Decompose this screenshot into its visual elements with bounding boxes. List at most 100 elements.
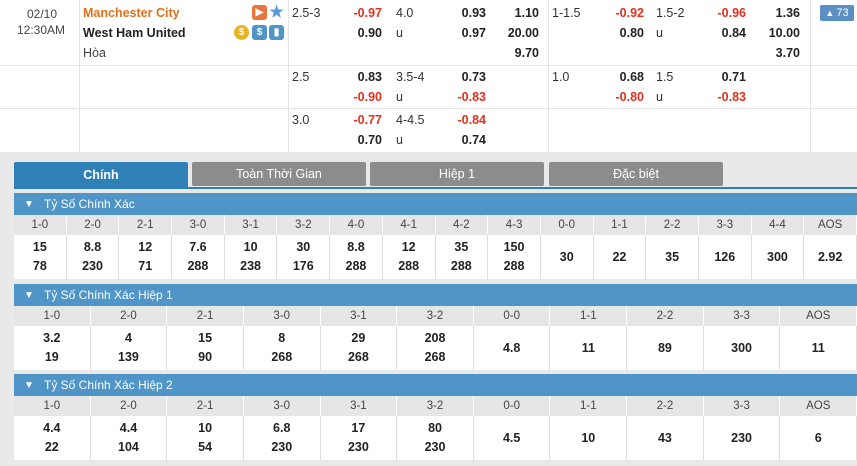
tab-first-half[interactable]: Hiệp 1 [370,162,544,186]
score-odds-cell[interactable]: 4.5 [474,416,551,460]
away-team[interactable]: West Ham United [83,26,186,40]
score-header-cell: 1-1 [594,215,647,235]
score-odds-cell[interactable]: 11 [550,326,628,370]
score-odds-cell[interactable]: 4.4 104 [91,416,168,460]
section-header[interactable]: ▼ Tỷ Số Chính Xác Hiệp 1 [14,284,857,306]
score-odds-bottom: 238 [240,259,262,273]
tab-main[interactable]: Chính [14,162,188,188]
score-odds-cell[interactable]: 10 54 [167,416,244,460]
score-odds-cell[interactable]: 10 [550,416,628,460]
score-odds-cell[interactable]: 80 230 [397,416,474,460]
score-odds-cell[interactable]: 4.8 [474,326,551,370]
score-odds-cell[interactable]: 150 288 [488,235,541,279]
score-odds-cell[interactable]: 7.6 288 [172,235,225,279]
ou-under-odds[interactable]: 0.74 [461,133,486,147]
score-odds-cell[interactable]: 11 [780,326,857,370]
score-odds-cell[interactable]: 208 268 [397,326,474,370]
tab-full-time[interactable]: Toàn Thời Gian [192,162,366,186]
score-odds-cell[interactable]: 10 238 [225,235,278,279]
h1-x12-away-odds[interactable]: 10.00 [768,26,800,40]
tv-icon[interactable]: ▶ [252,5,267,20]
ou-over-odds[interactable]: 0.93 [461,6,486,20]
ou-over-odds[interactable]: -0.84 [457,113,487,127]
score-odds-cell[interactable]: 4.4 22 [14,416,91,460]
h1-hdp-home-odds[interactable]: -0.92 [615,6,645,20]
h1-x12-draw-odds[interactable]: 3.70 [775,46,800,60]
score-odds-top: 80 [428,421,442,435]
h1-ou-over-odds[interactable]: 0.71 [721,70,746,84]
score-odds-cell[interactable]: 300 [752,235,805,279]
score-odds-cell[interactable]: 43 [627,416,704,460]
x12-draw-odds[interactable]: 9.70 [514,46,539,60]
score-odds-cell[interactable]: 6.8 230 [244,416,321,460]
divider [288,0,289,152]
divider [810,0,811,152]
market-tabs: Chính Toàn Thời Gian Hiệp 1 Đặc biệt [14,162,857,188]
score-odds-bottom: 22 [44,440,59,454]
h1-x12-home-odds[interactable]: 1.36 [775,6,800,20]
score-odds-cell[interactable]: 8 268 [244,326,321,370]
hdp-home-odds[interactable]: -0.77 [353,113,383,127]
score-odds-cell[interactable]: 35 [646,235,699,279]
score-odds-cell[interactable]: 89 [627,326,704,370]
score-header-cell: 3-3 [704,396,781,416]
x12-home-odds[interactable]: 1.10 [514,6,539,20]
h1-hdp-away-odds[interactable]: 0.80 [619,26,644,40]
tab-special[interactable]: Đặc biệt [549,162,723,186]
score-odds-cell[interactable]: 30 [541,235,594,279]
score-odds-top: 10 [581,430,596,445]
ou-under-odds[interactable]: 0.97 [461,26,486,40]
h1-hdp-away-odds[interactable]: -0.80 [615,90,645,104]
score-header-cell: 3-0 [244,306,321,326]
score-odds-cell[interactable]: 8.8 288 [330,235,383,279]
score-header-cell: 3-3 [699,215,752,235]
h1-hdp-home-odds[interactable]: 0.68 [619,70,644,84]
h1-ou-over-odds[interactable]: -0.96 [717,6,747,20]
score-header-cell: AOS [804,215,857,235]
score-header-cell: 1-1 [550,306,628,326]
section-header[interactable]: ▼ Tỷ Số Chính Xác Hiệp 2 [14,374,857,396]
score-odds-top: 3.2 [43,331,61,345]
score-odds-bottom: 288 [450,259,472,273]
hdp-away-odds[interactable]: -0.90 [353,90,383,104]
h1-ou-under-odds[interactable]: 0.84 [721,26,746,40]
home-team[interactable]: Manchester City [83,6,180,20]
score-odds-cell[interactable]: 22 [594,235,647,279]
score-odds-cell[interactable]: 12 71 [119,235,173,279]
score-odds-cell[interactable]: 15 78 [14,235,67,279]
coin-icon[interactable]: $ [234,25,249,40]
score-odds-top: 300 [767,249,788,264]
score-odds-cell[interactable]: 35 288 [436,235,489,279]
score-odds-cell[interactable]: 12 288 [383,235,436,279]
h1-ou-under-odds[interactable]: -0.83 [717,90,747,104]
score-odds-cell[interactable]: 6 [780,416,857,460]
score-odds-top: 89 [657,340,672,355]
h1-hdp-line: 1.0 [552,70,570,84]
hdp-home-odds[interactable]: 0.83 [357,70,382,84]
dollar-icon[interactable]: $ [252,25,267,40]
hdp-away-odds[interactable]: 0.90 [357,26,382,40]
stats-icon[interactable]: ▮ [269,25,284,40]
x12-away-odds[interactable]: 20.00 [507,26,539,40]
score-odds-cell[interactable]: 8.8 230 [67,235,120,279]
section-header[interactable]: ▼ Tỷ Số Chính Xác [14,193,857,215]
more-markets-badge[interactable]: ▲ 73 [820,5,854,21]
section-title: Tỷ Số Chính Xác Hiệp 2 [44,378,173,392]
hdp-away-odds[interactable]: 0.70 [357,133,382,147]
score-odds-cell[interactable]: 3.2 19 [14,326,91,370]
star-icon[interactable]: ★ [269,3,284,21]
hdp-home-odds[interactable]: -0.97 [353,6,383,20]
section-title: Tỷ Số Chính Xác Hiệp 1 [44,288,173,302]
score-odds-cell[interactable]: 300 [704,326,781,370]
score-odds-cell[interactable]: 30 176 [277,235,331,279]
score-odds-cell[interactable]: 15 90 [167,326,244,370]
score-odds-cell[interactable]: 126 [699,235,752,279]
ou-over-odds[interactable]: 0.73 [461,70,486,84]
score-odds-cell[interactable]: 4 139 [91,326,168,370]
ou-under-odds[interactable]: -0.83 [457,90,487,104]
score-odds-top: 35 [454,240,469,254]
score-odds-cell[interactable]: 230 [704,416,781,460]
score-odds-cell[interactable]: 17 230 [321,416,398,460]
score-odds-cell[interactable]: 29 268 [321,326,398,370]
score-odds-cell[interactable]: 2.92 [804,235,857,279]
